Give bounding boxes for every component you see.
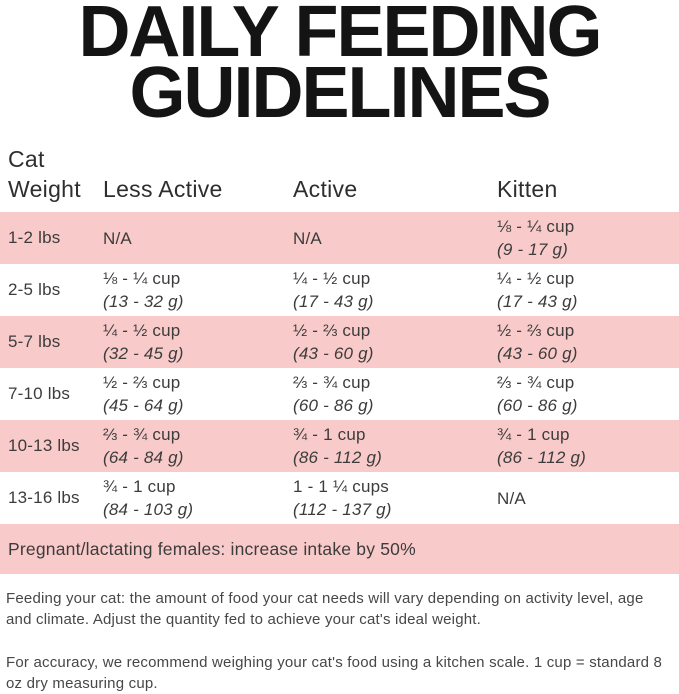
cups-amount: ⅔ - ¾ cup [103,425,181,444]
active-cell: ½ - ⅔ cup (43 - 60 g) [293,319,497,365]
grams-amount: (84 - 103 g) [103,500,194,519]
title-line-2: GUIDELINES [129,53,551,133]
active-cell: N/A [293,227,497,250]
grams-amount: (9 - 17 g) [497,240,568,259]
accuracy-note: For accuracy, we recommend weighing your… [6,654,663,692]
cups-amount: ¼ - ½ cup [103,321,181,340]
feeding-note: Feeding your cat: the amount of food you… [6,590,644,628]
header-kitten: Kitten [497,176,558,202]
cups-amount: N/A [293,228,322,248]
active-cell: 1 - 1 ¼ cups (112 - 137 g) [293,475,497,521]
table-row: 1-2 lbs N/A N/A ⅛ - ¼ cup (9 - 17 g) [0,212,679,264]
cups-amount: ¾ - 1 cup [497,425,570,444]
active-cell: ¾ - 1 cup (86 - 112 g) [293,423,497,469]
table-row: 2-5 lbs ⅛ - ¼ cup (13 - 32 g) ¼ - ½ cup … [0,264,679,316]
cups-amount: ¼ - ½ cup [497,269,575,288]
less-active-cell: ¼ - ½ cup (32 - 45 g) [103,319,293,365]
table-row: 10-13 lbs ⅔ - ¾ cup (64 - 84 g) ¾ - 1 cu… [0,420,679,472]
grams-amount: (17 - 43 g) [497,292,578,311]
table-row: 7-10 lbs ½ - ⅔ cup (45 - 64 g) ⅔ - ¾ cup… [0,368,679,420]
page-title: DAILY FEEDING GUIDELINES [0,0,679,133]
grams-amount: (43 - 60 g) [293,344,374,363]
grams-amount: (86 - 112 g) [293,448,383,467]
cups-amount: ⅛ - ¼ cup [497,217,575,236]
grams-amount: (60 - 86 g) [497,396,578,415]
cups-amount: ½ - ⅔ cup [103,373,181,392]
grams-amount: (13 - 32 g) [103,292,184,311]
less-active-cell: ¾ - 1 cup (84 - 103 g) [103,475,293,521]
table-row: 13-16 lbs ¾ - 1 cup (84 - 103 g) 1 - 1 ¼… [0,472,679,524]
weight-cell: 13-16 lbs [8,488,80,507]
kitten-cell: ¼ - ½ cup (17 - 43 g) [497,267,671,313]
kitten-cell: ½ - ⅔ cup (43 - 60 g) [497,319,671,365]
weight-cell: 1-2 lbs [8,228,61,247]
feeding-table: Cat Weight Less Active Active Kitten 1-2… [0,144,679,524]
table-row: 5-7 lbs ¼ - ½ cup (32 - 45 g) ½ - ⅔ cup … [0,316,679,368]
title-line-1: DAILY FEEDING [78,0,602,72]
less-active-cell: N/A [103,227,293,250]
pregnant-lactating-banner: Pregnant/lactating females: increase int… [0,524,679,574]
weight-cell: 10-13 lbs [8,436,80,455]
cups-amount: ¼ - ½ cup [293,269,371,288]
weight-cell: 5-7 lbs [8,332,61,351]
cups-amount: ⅔ - ¾ cup [497,373,575,392]
cups-amount: ½ - ⅔ cup [293,321,371,340]
less-active-cell: ⅔ - ¾ cup (64 - 84 g) [103,423,293,469]
cups-amount: ¾ - 1 cup [103,477,176,496]
table-header-row: Cat Weight Less Active Active Kitten [0,144,679,212]
less-active-cell: ½ - ⅔ cup (45 - 64 g) [103,371,293,417]
grams-amount: (112 - 137 g) [293,500,392,519]
grams-amount: (17 - 43 g) [293,292,374,311]
weight-cell: 7-10 lbs [8,384,71,403]
header-less-active: Less Active [103,176,223,202]
grams-amount: (60 - 86 g) [293,396,374,415]
cups-amount: N/A [103,228,132,248]
kitten-cell: ¾ - 1 cup (86 - 112 g) [497,423,671,469]
grams-amount: (64 - 84 g) [103,448,184,467]
header-cat-weight: Cat Weight [8,144,103,204]
grams-amount: (86 - 112 g) [497,448,587,467]
cups-amount: ¾ - 1 cup [293,425,366,444]
grams-amount: (32 - 45 g) [103,344,184,363]
cups-amount: ⅔ - ¾ cup [293,373,371,392]
cups-amount: N/A [497,488,526,508]
kitten-cell: N/A [497,487,671,510]
grams-amount: (45 - 64 g) [103,396,184,415]
active-cell: ⅔ - ¾ cup (60 - 86 g) [293,371,497,417]
kitten-cell: ⅛ - ¼ cup (9 - 17 g) [497,215,671,261]
cups-amount: ½ - ⅔ cup [497,321,575,340]
header-cat-weight-line1: Cat [8,146,45,172]
header-active: Active [293,176,358,202]
grams-amount: (43 - 60 g) [497,344,578,363]
kitten-cell: ⅔ - ¾ cup (60 - 86 g) [497,371,671,417]
cups-amount: 1 - 1 ¼ cups [293,477,389,496]
cups-amount: ⅛ - ¼ cup [103,269,181,288]
header-cat-weight-line2: Weight [8,176,81,202]
less-active-cell: ⅛ - ¼ cup (13 - 32 g) [103,267,293,313]
weight-cell: 2-5 lbs [8,280,61,299]
active-cell: ¼ - ½ cup (17 - 43 g) [293,267,497,313]
